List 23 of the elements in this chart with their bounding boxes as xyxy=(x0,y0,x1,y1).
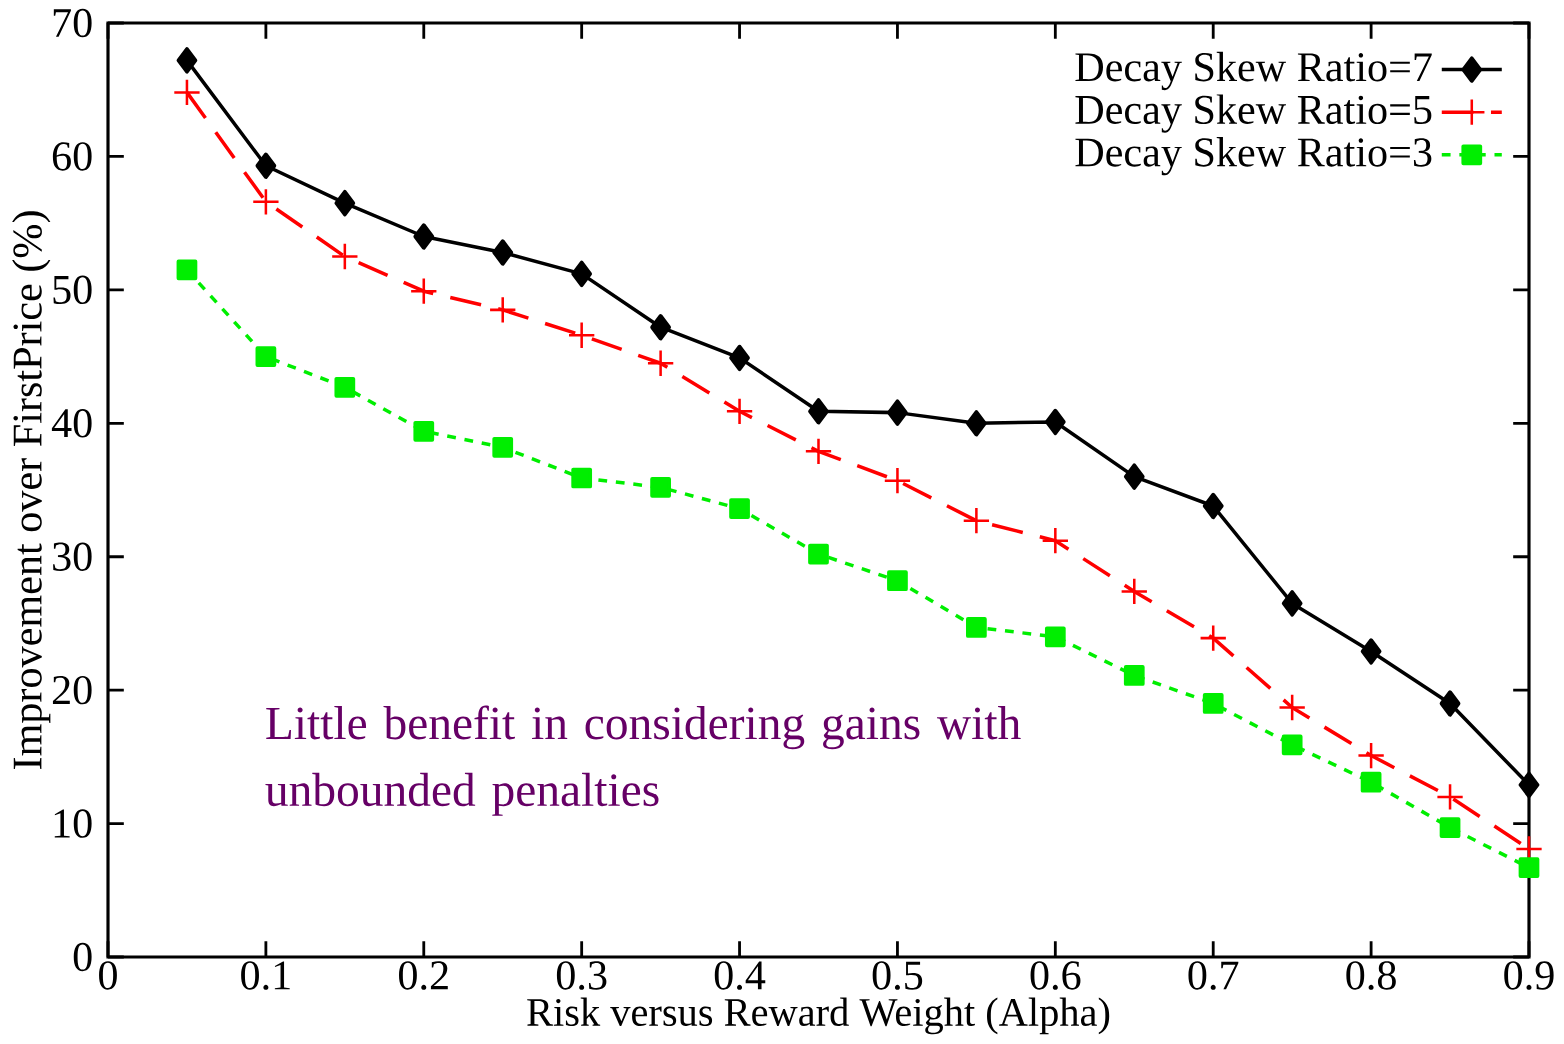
x-tick-label: 0.4 xyxy=(714,961,766,990)
legend-label: Decay Skew Ratio=7 xyxy=(1075,51,1432,91)
y-tick-label: 60 xyxy=(52,142,92,171)
x-tick-label: 0.7 xyxy=(1188,961,1239,990)
x-axis-title: Risk versus Reward Weight (Alpha) xyxy=(527,997,1110,1035)
x-tick-label: 0.1 xyxy=(241,961,290,990)
x-tick-label: 0.5 xyxy=(872,961,923,990)
y-tick-label: 10 xyxy=(54,809,92,838)
annotation: Little benefit in considering gains with unbounded penalties xyxy=(265,705,1021,816)
x-tick-label: 0.3 xyxy=(556,961,607,990)
x-tick-label: 0.8 xyxy=(1346,961,1396,990)
y-tick-label: 50 xyxy=(53,275,92,305)
legend-label: Decay Skew Ratio=3 xyxy=(1075,137,1432,176)
y-axis-title: Improvement over FirstPrice (%) xyxy=(12,211,51,769)
y-tick-label: 30 xyxy=(53,542,92,571)
x-tick-label: 0 xyxy=(99,961,117,990)
y-tick-label: 20 xyxy=(52,675,92,705)
x-tick-label: 0.2 xyxy=(399,961,448,990)
x-tick-label: 0.9 xyxy=(1504,961,1554,990)
y-tick-label: 40 xyxy=(51,409,92,438)
y-tick-label: 70 xyxy=(53,8,92,38)
legend-label: Decay Skew Ratio=5 xyxy=(1075,94,1432,133)
x-tick-label: 0.6 xyxy=(1030,961,1081,990)
